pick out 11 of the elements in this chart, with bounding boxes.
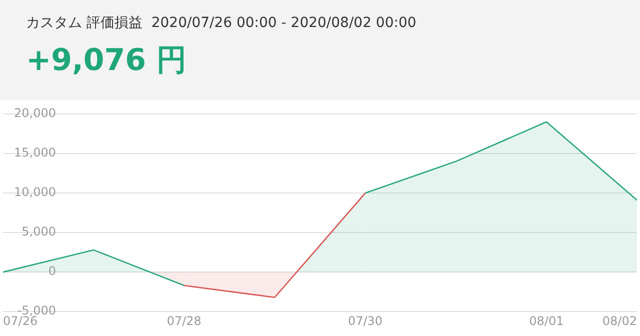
y-tick-label: 0: [48, 264, 56, 278]
y-tick-label: 15,000: [14, 146, 56, 160]
x-tick-label: 07/30: [348, 314, 383, 328]
x-tick-label: 08/01: [529, 314, 564, 328]
y-tick-label: 5,000: [22, 224, 56, 239]
y-tick-label: 10,000: [14, 185, 56, 200]
chart-title: カスタム 評価損益 2020/07/26 00:00 - 2020/08/02 00:00: [26, 14, 418, 32]
chart-subtitle: +9,076 円: [26, 42, 188, 80]
x-tick-label: 07/28: [166, 314, 202, 328]
x-tick-label: 08/02: [602, 314, 637, 328]
y-tick-label: 20,000: [14, 106, 56, 120]
